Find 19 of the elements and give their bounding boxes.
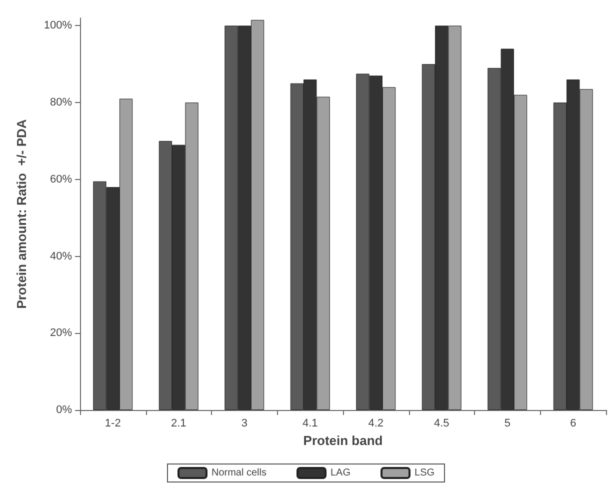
y-tick-label: 80% [50,96,72,109]
x-tick-label: 4.1 [302,418,318,430]
y-axis-title: Protein amount: Ratio +/- PDA [14,118,29,309]
x-axis-title: Protein band [303,432,383,448]
x-tick-label: 6 [570,418,576,430]
x-tick-label: 2.1 [170,418,186,430]
y-tick-label: 60% [50,173,72,186]
y-tick-label: 0% [56,404,72,416]
y-tick-label: 100% [44,20,72,32]
x-tick-label: 1-2 [104,418,121,430]
x-tick-label: 4.2 [368,418,384,430]
legend-label: Normal cells [211,468,266,478]
x-tick-label: 3 [241,418,248,430]
y-tick-label: 20% [50,327,72,340]
x-tick-label: 5 [504,418,510,430]
legend-label: LAG [330,468,351,478]
legend-label: LSG [414,468,435,478]
x-tick-label: 4.5 [434,418,450,430]
y-tick-label: 40% [50,250,72,262]
